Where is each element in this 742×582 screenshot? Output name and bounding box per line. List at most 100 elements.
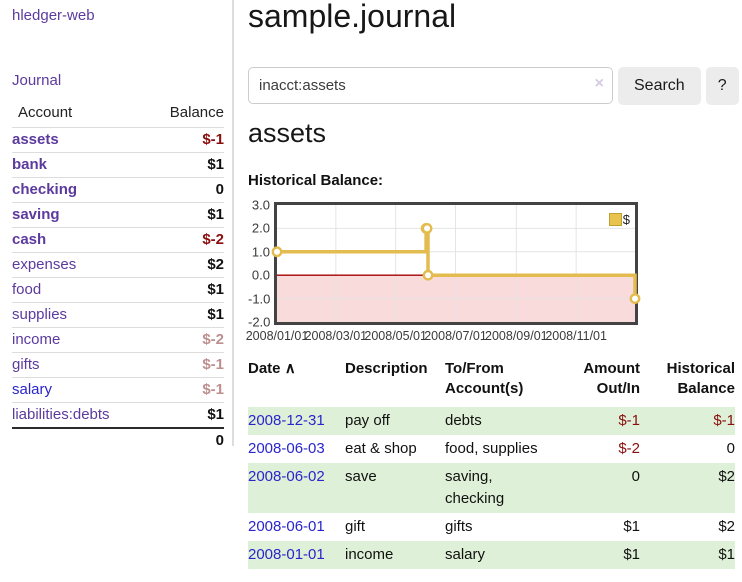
account-balance: $2 xyxy=(207,256,224,273)
transaction-description: gift xyxy=(345,518,366,535)
account-balance: $1 xyxy=(207,306,224,323)
register-header-date[interactable]: Date ∧ xyxy=(248,360,296,377)
x-axis-tick-label: 2008/03/01 xyxy=(304,329,368,343)
app-brand-link[interactable]: hledger-web xyxy=(12,7,95,24)
help-button[interactable]: ? xyxy=(705,67,739,105)
transaction-balance: $1 xyxy=(718,546,735,563)
register-row: 2008-01-01 income salary $1 $1 xyxy=(248,541,735,569)
transaction-description: pay off xyxy=(345,412,390,429)
account-link[interactable]: cash xyxy=(12,231,47,248)
y-axis-tick-label: 0.0 xyxy=(251,267,270,283)
account-balance: $-2 xyxy=(202,231,224,248)
account-balance: $1 xyxy=(207,406,224,423)
account-balance: $1 xyxy=(207,156,224,173)
y-axis-tick-label: -1.0 xyxy=(248,291,271,307)
register-date-cell: 2008-06-01 xyxy=(248,513,345,541)
register-row: 2008-12-31 pay off debts $-1 $-1 xyxy=(248,407,735,435)
account-link[interactable]: checking xyxy=(12,181,78,198)
search-button[interactable]: Search xyxy=(618,67,701,105)
historical-balance-chart: 3.0 2.0 1.0 0.0 -1.0 -2.0 $ 2008/01/01 2008/03… xyxy=(245,198,735,350)
legend-label: $ xyxy=(622,212,630,227)
y-axis-tick-label: 2.0 xyxy=(251,220,270,236)
register-row: 2008-06-01 gift gifts $1 $2 xyxy=(248,513,735,541)
transaction-date-link[interactable]: 2008-12-31 xyxy=(248,412,325,429)
chart-data-point xyxy=(271,246,283,258)
account-link[interactable]: bank xyxy=(12,156,48,173)
account-row: supplies $1 xyxy=(12,302,224,328)
transaction-amount: 0 xyxy=(631,468,640,485)
account-link[interactable]: gifts xyxy=(12,356,40,373)
account-row: food $1 xyxy=(12,277,224,303)
spacer-cell xyxy=(12,428,143,453)
x-axis-tick-label: 2008/05/01 xyxy=(364,329,427,343)
transaction-amount: $1 xyxy=(623,518,640,535)
account-row: assets $-1 xyxy=(12,127,224,153)
register-row: 2008-06-02 save saving, checking 0 $2 xyxy=(248,463,735,513)
account-balance: $1 xyxy=(207,281,224,298)
account-balance: $-1 xyxy=(202,356,224,373)
account-balance: $-1 xyxy=(202,131,224,148)
register-date-cell: 2008-01-01 xyxy=(248,541,345,569)
account-balance: 0 xyxy=(215,181,224,198)
transaction-balance: $-1 xyxy=(713,412,735,429)
x-axis-tick-label: 2008/07/01 xyxy=(424,329,487,343)
account-row: checking 0 xyxy=(12,177,224,203)
register-header-description: Description xyxy=(345,360,428,377)
transaction-date-link[interactable]: 2008-06-01 xyxy=(248,518,325,535)
chart-canvas xyxy=(271,205,641,322)
clear-search-icon[interactable]: × xyxy=(594,75,604,92)
accounts-sidebar-table: Account Balance assets $-1 bank $1 checking 0… xyxy=(12,100,224,453)
account-row: income $-2 xyxy=(12,327,224,353)
chart-plot-area: $ xyxy=(271,202,641,325)
y-axis-tick-label: 3.0 xyxy=(251,197,270,213)
page-title: sample.journal xyxy=(248,0,457,34)
register-header-balance: Historical Balance xyxy=(666,360,735,397)
transaction-accounts: debts xyxy=(445,412,482,429)
transaction-balance: $2 xyxy=(718,518,735,535)
account-row: expenses $2 xyxy=(12,252,224,278)
account-link[interactable]: income xyxy=(12,331,61,348)
account-balance: $-2 xyxy=(202,331,224,348)
account-link[interactable]: saving xyxy=(12,206,60,223)
balance-column-header: Balance xyxy=(169,104,224,121)
accounts-total-row: 0 xyxy=(12,428,224,453)
account-link[interactable]: assets xyxy=(12,131,59,148)
account-link[interactable]: food xyxy=(12,281,42,298)
transaction-description: income xyxy=(345,546,394,563)
transaction-balance: 0 xyxy=(726,440,735,457)
transaction-amount: $-2 xyxy=(618,440,640,457)
chart-data-point xyxy=(421,223,433,234)
account-link[interactable]: salary xyxy=(12,381,53,398)
sidebar-item-journal[interactable]: Journal xyxy=(12,72,62,89)
chart-data-point xyxy=(422,269,434,281)
transaction-date-link[interactable]: 2008-06-03 xyxy=(248,440,325,457)
account-row: salary $-1 xyxy=(12,377,224,403)
x-axis-tick-label: 2008/09/01 xyxy=(485,329,548,343)
register-date-cell: 2008-06-02 xyxy=(248,463,345,513)
register-header-amount: Amount Out/In xyxy=(583,360,640,397)
chart-legend: $ xyxy=(608,212,630,227)
y-axis-tick-label: -2.0 xyxy=(248,314,271,330)
account-link[interactable]: supplies xyxy=(12,306,68,323)
account-row: liabilities:debts $1 xyxy=(12,402,224,429)
transaction-balance: $2 xyxy=(718,468,735,485)
account-row: cash $-2 xyxy=(12,227,224,253)
search-input[interactable] xyxy=(248,67,613,104)
x-axis-tick-label: 2008/01/01 xyxy=(245,329,309,343)
account-link[interactable]: liabilities:debts xyxy=(12,406,110,423)
register-header-accounts: To/From Account(s) xyxy=(445,360,524,397)
main-content: sample.journal × Search ? assets Histori… xyxy=(245,0,739,582)
transaction-accounts: salary xyxy=(445,546,486,563)
account-link[interactable]: expenses xyxy=(12,256,77,273)
accounts-column-header: Account xyxy=(18,104,73,121)
register-date-cell: 2008-06-03 xyxy=(248,435,345,463)
account-row: saving $1 xyxy=(12,202,224,228)
transaction-amount: $1 xyxy=(623,546,640,563)
sort-ascending-icon: ∧ xyxy=(284,360,296,377)
transaction-date-link[interactable]: 2008-01-01 xyxy=(248,546,325,563)
transaction-accounts: food, supplies xyxy=(445,440,538,457)
sidebar-divider xyxy=(232,0,234,446)
transaction-date-link[interactable]: 2008-06-02 xyxy=(248,468,325,485)
chart-title: Historical Balance: xyxy=(248,172,384,189)
account-row: bank $1 xyxy=(12,152,224,178)
